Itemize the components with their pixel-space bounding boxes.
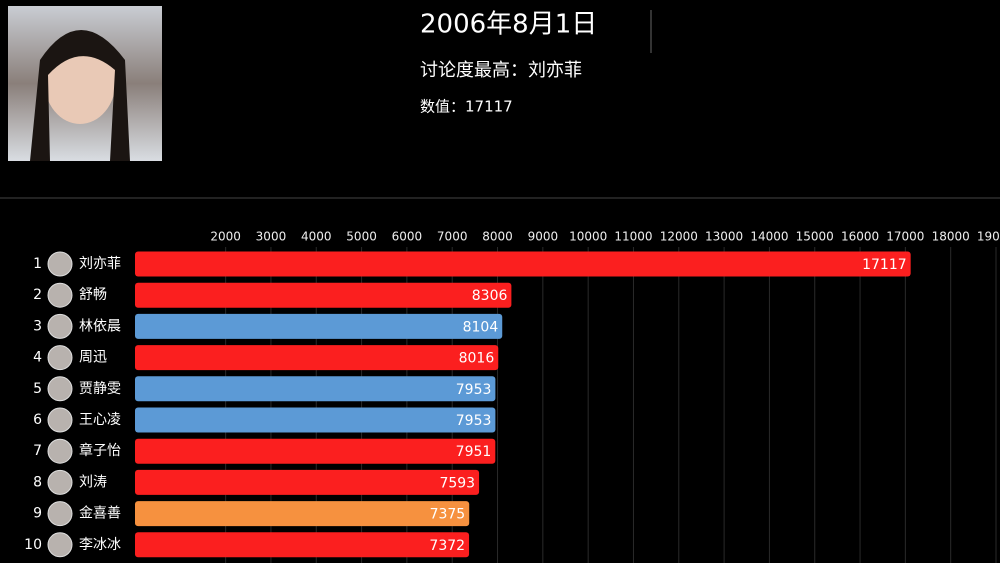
x-tick-label: 16000 bbox=[841, 230, 879, 244]
header-title: 2006年8月1日 bbox=[420, 10, 597, 40]
header-value: 数值：17117 bbox=[420, 98, 513, 116]
value-label: 7951 bbox=[456, 444, 492, 460]
x-tick-label: 13000 bbox=[705, 230, 743, 244]
category-label: 周迅 bbox=[79, 350, 107, 366]
x-tick-label: 17000 bbox=[886, 230, 924, 244]
value-label: 8306 bbox=[472, 288, 508, 304]
rank-label: 8 bbox=[33, 474, 42, 490]
avatar bbox=[47, 469, 73, 495]
rank-label: 9 bbox=[33, 506, 42, 522]
rank-label: 5 bbox=[33, 381, 42, 397]
value-label: 7593 bbox=[439, 475, 475, 491]
value-label: 7372 bbox=[429, 538, 465, 554]
x-tick-label: 11000 bbox=[614, 230, 652, 244]
bar bbox=[135, 407, 496, 433]
rank-label: 4 bbox=[33, 350, 42, 366]
category-label: 章子怡 bbox=[79, 442, 121, 459]
avatar bbox=[47, 438, 73, 464]
rank-label: 3 bbox=[33, 318, 42, 334]
rank-label: 2 bbox=[33, 287, 42, 303]
avatar bbox=[47, 345, 73, 371]
avatar bbox=[47, 282, 73, 308]
avatar bbox=[47, 313, 73, 339]
bar bbox=[135, 438, 496, 464]
x-tick-label: 5000 bbox=[346, 230, 377, 244]
bar bbox=[135, 282, 512, 308]
bar bbox=[135, 251, 911, 277]
rank-label: 7 bbox=[33, 443, 42, 459]
value-label: 7953 bbox=[456, 382, 492, 398]
category-label: 刘涛 bbox=[79, 474, 107, 490]
category-label: 贾静雯 bbox=[79, 381, 121, 397]
x-tick-label: 10000 bbox=[569, 230, 607, 244]
portrait-hair bbox=[30, 30, 130, 161]
category-label: 王心凌 bbox=[79, 412, 121, 428]
avatar bbox=[47, 501, 73, 527]
x-tick-label: 9000 bbox=[528, 230, 559, 244]
x-tick-label: 2000 bbox=[210, 230, 241, 244]
value-label: 17117 bbox=[862, 257, 907, 273]
category-label: 舒畅 bbox=[79, 287, 107, 303]
value-label: 8016 bbox=[459, 351, 495, 367]
header-subtitle: 讨论度最高：刘亦菲 bbox=[420, 60, 582, 81]
avatar bbox=[47, 407, 73, 433]
category-label: 林依晨 bbox=[79, 318, 121, 334]
bar bbox=[135, 532, 470, 558]
x-tick-label: 19000 bbox=[977, 230, 1000, 244]
rank-label: 6 bbox=[33, 412, 42, 428]
x-tick-label: 6000 bbox=[392, 230, 423, 244]
value-label: 7953 bbox=[456, 413, 492, 429]
bar bbox=[135, 313, 503, 339]
category-label: 刘亦菲 bbox=[79, 256, 121, 272]
category-label: 金喜善 bbox=[79, 506, 121, 522]
x-tick-label: 15000 bbox=[796, 230, 834, 244]
value-label: 8104 bbox=[463, 319, 499, 335]
x-tick-label: 8000 bbox=[482, 230, 513, 244]
bar bbox=[135, 469, 480, 495]
value-label: 7375 bbox=[430, 507, 466, 523]
category-label: 李冰冰 bbox=[79, 537, 121, 553]
avatar bbox=[47, 251, 73, 277]
x-tick-label: 18000 bbox=[932, 230, 970, 244]
x-tick-label: 12000 bbox=[660, 230, 698, 244]
bar bbox=[135, 345, 499, 371]
x-tick-label: 4000 bbox=[301, 230, 332, 244]
avatar bbox=[47, 532, 73, 558]
rank-label: 10 bbox=[24, 537, 42, 553]
avatar bbox=[47, 376, 73, 402]
x-tick-label: 7000 bbox=[437, 230, 468, 244]
bar bbox=[135, 501, 470, 527]
x-tick-label: 14000 bbox=[750, 230, 788, 244]
rank-label: 1 bbox=[33, 256, 42, 272]
x-tick-label: 3000 bbox=[256, 230, 287, 244]
bar bbox=[135, 376, 496, 402]
